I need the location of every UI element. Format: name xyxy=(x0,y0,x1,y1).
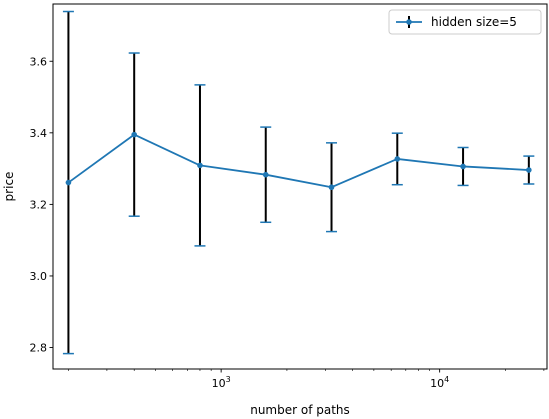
y-tick-label: 2.8 xyxy=(30,342,48,355)
x-tick-label: 104 xyxy=(430,375,449,390)
data-point xyxy=(197,162,203,169)
plot-frame xyxy=(52,3,548,370)
x-tick-label: 103 xyxy=(212,375,231,390)
legend-marker xyxy=(406,19,412,25)
legend-label: hidden size=5 xyxy=(431,15,517,29)
y-axis: 2.8 3.0 3.2 3.4 3.6 xyxy=(30,55,53,355)
data-point xyxy=(394,156,401,162)
y-tick-label: 3.0 xyxy=(30,270,48,283)
data-point xyxy=(526,167,532,173)
plot-marks xyxy=(62,10,535,355)
data-point xyxy=(65,179,72,186)
data-point xyxy=(131,131,137,138)
data-point xyxy=(328,184,335,191)
x-axis: 103 104 xyxy=(68,369,545,390)
y-tick-label: 3.4 xyxy=(30,127,48,140)
y-axis-label: price xyxy=(2,172,16,202)
x-axis-label: number of paths xyxy=(250,403,350,417)
series-line xyxy=(67,133,529,189)
data-point xyxy=(460,163,466,170)
data-point xyxy=(262,171,269,178)
y-tick-label: 3.6 xyxy=(30,55,48,68)
legend-box xyxy=(388,9,542,35)
y-tick-label: 3.2 xyxy=(30,198,48,211)
legend: hidden size=5 xyxy=(388,9,542,35)
